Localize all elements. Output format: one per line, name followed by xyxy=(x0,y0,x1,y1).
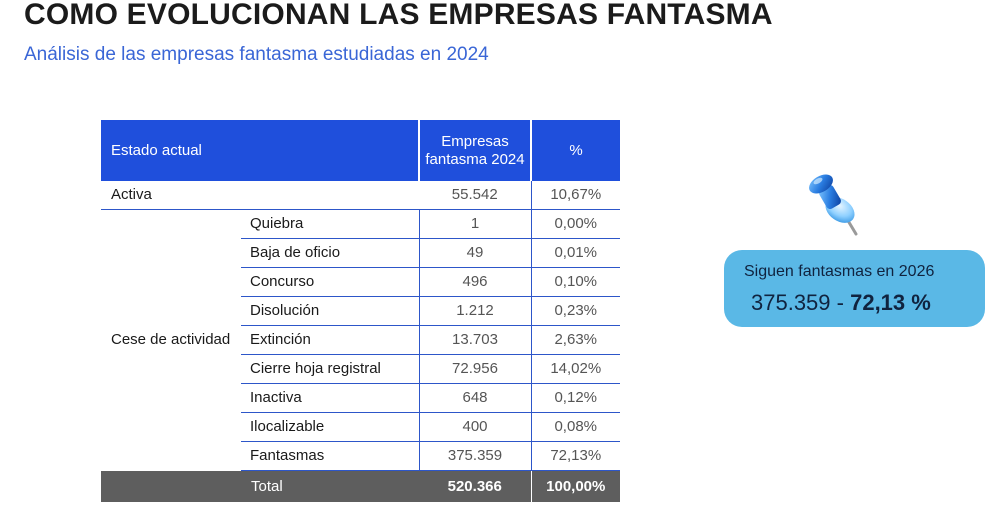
callout-percent: 72,13 % xyxy=(850,290,931,315)
row-value: 72.956 xyxy=(419,354,532,384)
row-label: Ilocalizable xyxy=(241,412,420,442)
total-spacer xyxy=(101,470,241,502)
row-value: 648 xyxy=(419,383,532,413)
cese-group-label: Cese de actividad xyxy=(111,331,231,349)
callout-separator: - xyxy=(830,290,851,315)
row-pct: 0,01% xyxy=(531,238,620,268)
row-label: Baja de oficio xyxy=(241,238,420,268)
ghost-summary-callout: Siguen fantasmas en 2026 375.359 - 72,13… xyxy=(724,250,985,327)
row-pct: 10,67% xyxy=(531,181,620,210)
total-label: Total xyxy=(241,470,419,502)
row-value: 375.359 xyxy=(419,441,532,471)
companies-table: Estado actual Empresas fantasma 2024 % A… xyxy=(101,120,620,502)
row-value: 1 xyxy=(419,209,532,239)
table-row: Baja de oficio 49 0,01% xyxy=(101,238,620,268)
total-value: 520.366 xyxy=(419,470,532,502)
row-label: Extinción xyxy=(241,325,420,355)
row-pct: 72,13% xyxy=(531,441,620,471)
page-subtitle: Análisis de las empresas fantasma estudi… xyxy=(24,44,489,65)
row-pct: 2,63% xyxy=(531,325,620,355)
header-percent: % xyxy=(531,120,620,181)
table-row: Extinción 13.703 2,63% xyxy=(101,325,620,355)
row-label: Concurso xyxy=(241,267,420,297)
row-label: Cierre hoja registral xyxy=(241,354,420,384)
row-value: 49 xyxy=(419,238,532,268)
row-label: Quiebra xyxy=(241,209,420,239)
total-pct: 100,00% xyxy=(531,470,620,502)
table-row: Fantasmas 375.359 72,13% xyxy=(101,441,620,471)
callout-label: Siguen fantasmas en 2026 xyxy=(744,263,935,280)
row-value: 55.542 xyxy=(419,181,532,210)
table-row: Inactiva 648 0,12% xyxy=(101,383,620,413)
table-row: Cierre hoja registral 72.956 14,02% xyxy=(101,354,620,384)
header-estado-actual: Estado actual xyxy=(101,120,420,181)
table-row: Disolución 1.212 0,23% xyxy=(101,296,620,326)
table-row: Ilocalizable 400 0,08% xyxy=(101,412,620,442)
table-row: Cese de actividad Quiebra 1 0,00% xyxy=(101,209,620,348)
table-total-row: Total 520.366 100,00% xyxy=(101,470,620,502)
callout-count: 375.359 xyxy=(751,290,831,315)
table-row: Concurso 496 0,10% xyxy=(101,267,620,297)
page-title: COMO EVOLUCIONAN LAS EMPRESAS FANTASMA xyxy=(24,0,773,31)
table-header-row: Estado actual Empresas fantasma 2024 % xyxy=(101,120,620,181)
row-pct: 0,12% xyxy=(531,383,620,413)
row-pct: 0,08% xyxy=(531,412,620,442)
row-pct: 14,02% xyxy=(531,354,620,384)
callout-value-line: 375.359 - 72,13 % xyxy=(751,290,931,316)
row-label: Fantasmas xyxy=(241,441,420,471)
row-label: Disolución xyxy=(241,296,420,326)
table-row-activa: Activa 55.542 10,67% xyxy=(101,181,620,210)
header-empresas-fantasma: Empresas fantasma 2024 xyxy=(419,120,532,181)
row-pct: 0,10% xyxy=(531,267,620,297)
row-label: Activa xyxy=(101,181,419,210)
row-label: Inactiva xyxy=(241,383,420,413)
row-value: 1.212 xyxy=(419,296,532,326)
row-value: 400 xyxy=(419,412,532,442)
pushpin-icon xyxy=(809,174,858,236)
row-value: 13.703 xyxy=(419,325,532,355)
row-value: 496 xyxy=(419,267,532,297)
row-pct: 0,23% xyxy=(531,296,620,326)
row-pct: 0,00% xyxy=(531,209,620,239)
